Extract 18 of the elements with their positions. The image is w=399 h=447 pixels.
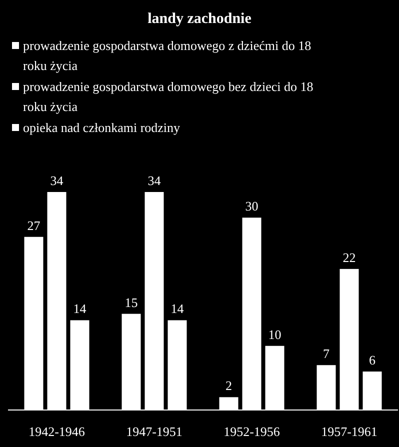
chart-title: landy zachodnie (148, 11, 252, 27)
data-label: 14 (170, 301, 184, 316)
data-label: 14 (73, 301, 87, 316)
data-label: 6 (369, 352, 376, 368)
x-tick-label: 1957-1961 (321, 424, 378, 439)
legend-label: opieka nad członkami rodziny (23, 120, 181, 135)
x-tick-label: 1942-1946 (28, 424, 86, 439)
x-tick-label: 1952-1956 (224, 424, 280, 439)
data-label: 27 (27, 218, 41, 233)
data-label: 34 (50, 173, 64, 188)
data-label: 30 (245, 198, 258, 214)
data-label: 15 (124, 294, 138, 310)
data-label: 34 (148, 173, 162, 188)
data-label: 22 (342, 250, 356, 265)
x-tick-label: 1947-1951 (126, 424, 182, 439)
data-label: 2 (226, 378, 232, 394)
data-label: 10 (268, 326, 282, 342)
data-label: 7 (323, 346, 330, 362)
